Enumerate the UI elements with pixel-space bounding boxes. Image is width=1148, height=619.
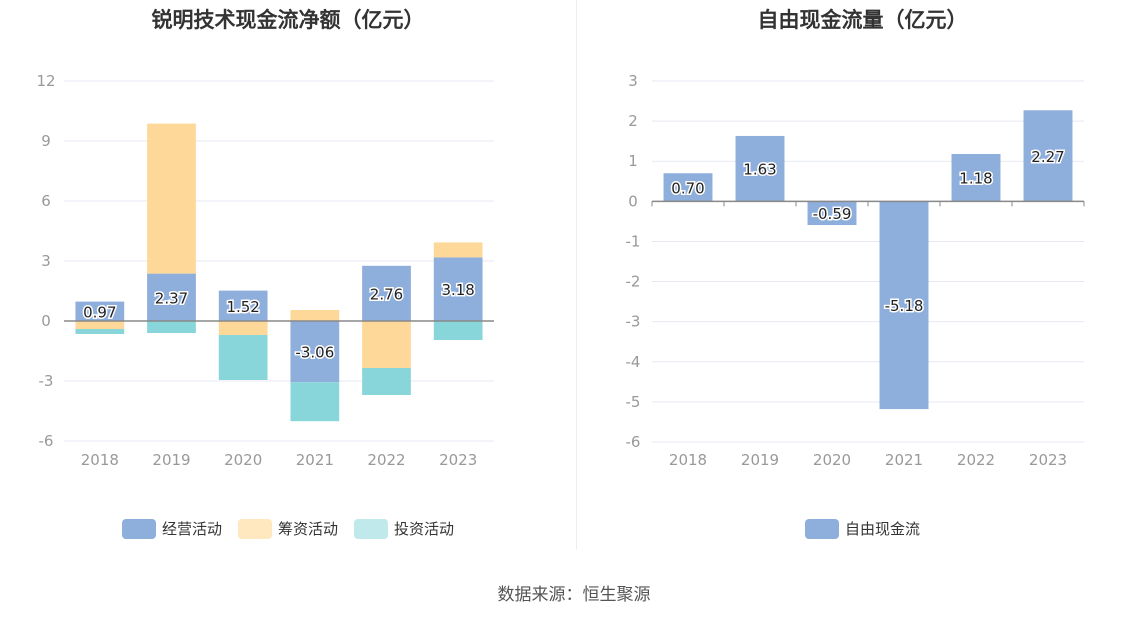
legend-item[interactable]: 自由现金流 [804,518,920,539]
data-label: 0.97 [83,303,116,321]
bar-2022-series-0 [362,265,411,321]
y-tick-label: -1 [626,232,641,250]
bar-2018-series-0 [75,301,125,321]
x-tick-label: 2022 [957,451,995,469]
legend-swatch [804,518,839,539]
bar-2021-series-0 [879,201,929,410]
data-label: 0.70 [671,179,704,197]
bar-2023-series-2 [433,321,483,340]
x-tick-label: 2022 [367,451,405,469]
legend-item[interactable]: 筹资活动 [237,518,338,539]
bar-2018-series-2 [75,329,125,334]
x-tick-label: 2021 [296,451,334,469]
data-label: 2.27 [1031,148,1064,166]
y-tick-label: 2 [628,112,638,130]
data-label: 1.52 [226,298,259,316]
data-label: 2.76 [370,285,403,303]
bar-2023-series-0 [433,257,483,321]
x-tick-label: 2021 [885,451,923,469]
chart-legend: 自由现金流 [577,518,1148,539]
bar-2019-series-0 [735,135,785,202]
free-cash-flow-chart-panel: 自由现金流量（亿元） -6 -5 -4 -3 -2 -1 0 1 2 3 2018 2019 2020 2… [577,0,1148,560]
data-label: -3.06 [295,344,334,362]
y-tick-label: 9 [41,132,51,150]
panel-divider [576,0,577,550]
y-tick-label: 3 [628,72,638,90]
legend-swatch [121,518,156,539]
x-tick-label: 2023 [439,451,477,469]
chart-title: 自由现金流量（亿元） [757,8,968,32]
bar-2022-series-0 [951,154,1001,202]
data-label: 1.63 [743,161,776,179]
y-tick-label: 0 [41,312,51,330]
bar-2019-series-0 [147,273,196,321]
bar-2019-series-2 [147,321,196,333]
y-tick-label: -6 [626,433,641,451]
y-tick-label: 0 [628,192,638,210]
chart-title: 锐明技术现金流净额（亿元） [151,8,425,32]
x-tick-label: 2020 [813,451,851,469]
x-tick-label: 2023 [1029,451,1067,469]
y-tick-label: -3 [39,372,54,390]
x-tick-label: 2018 [669,451,707,469]
bar-2019-series-1 [147,123,196,274]
legend-label: 筹资活动 [277,520,338,538]
legend-label: 经营活动 [161,520,222,538]
bar-2018-series-0 [663,173,713,202]
legend-swatch [237,518,272,539]
y-tick-label: -4 [626,353,641,371]
bar-2020-series-1 [218,321,268,335]
y-tick-label: -6 [39,432,54,450]
legend-swatch [354,518,388,539]
bar-2022-series-1 [362,321,411,368]
y-tick-label: 1 [628,152,638,170]
legend-label: 自由现金流 [844,520,920,538]
bar-2021-series-1 [290,310,340,321]
y-tick-label: 12 [36,72,55,90]
data-label: -0.59 [813,205,852,223]
bar-2020-series-2 [218,335,268,380]
y-tick-label: -3 [626,313,641,331]
legend-label: 投资活动 [394,520,455,538]
y-tick-label: 3 [41,252,51,270]
bar-2020-series-0 [218,290,268,321]
data-label: -5.18 [885,297,924,315]
free-cash-flow-chart: -6 -5 -4 -3 -2 -1 0 1 2 3 2018 2019 2020 2021 2022 2023… [626,72,1085,469]
x-tick-label: 2020 [224,451,262,469]
cash-flow-chart-panel: 锐明技术现金流净额（亿元） -6 -3 0 3 6 9 12 2018 2019 2020 2021… [0,0,576,560]
data-label: 2.37 [155,289,188,307]
data-label: 1.18 [959,170,992,188]
x-tick-label: 2018 [81,451,119,469]
cash-flow-chart: -6 -3 0 3 6 9 12 2018 2019 2020 2021 2022 2023 0.97 2.… [36,72,494,469]
x-tick-label: 2019 [741,451,779,469]
bar-2021-series-0 [290,321,340,383]
data-source: 数据来源：恒生聚源 [497,585,651,605]
x-tick-label: 2019 [152,451,190,469]
bar-2023-series-1 [433,242,483,258]
bar-2021-series-2 [290,382,340,422]
data-label: 3.18 [441,281,474,299]
bar-2023-series-0 [1023,110,1073,202]
bar-2018-series-1 [75,321,125,329]
legend-item[interactable]: 投资活动 [354,518,454,539]
legend-item[interactable]: 经营活动 [121,518,222,539]
y-tick-label: -2 [626,273,641,291]
y-tick-label: 6 [41,192,51,210]
bar-2022-series-2 [362,368,411,395]
bar-2020-series-0 [807,201,857,225]
chart-legend: 经营活动 筹资活动 投资活动 [0,518,576,539]
y-tick-label: -5 [626,393,641,411]
